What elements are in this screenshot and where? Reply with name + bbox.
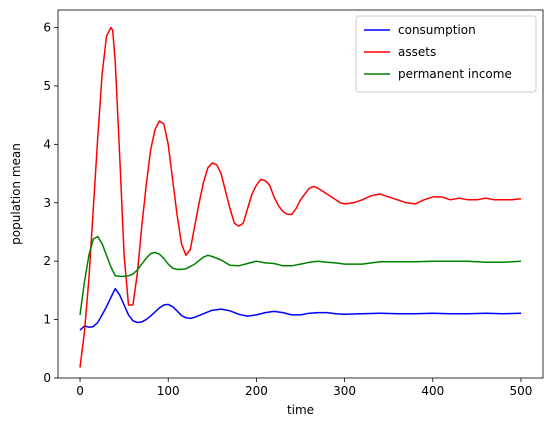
x-axis-label: time: [287, 403, 314, 417]
plot-area: [57, 9, 544, 379]
y-tick-label: 6: [43, 21, 51, 35]
y-tick-label: 0: [43, 371, 51, 385]
x-tick-label: 400: [421, 384, 444, 398]
y-tick-label: 4: [43, 137, 51, 151]
x-tick-label: 100: [157, 384, 180, 398]
legend-label: permanent income: [398, 67, 512, 81]
y-tick-label: 1: [43, 313, 51, 327]
x-tick-label: 0: [76, 384, 84, 398]
y-tick-label: 2: [43, 254, 51, 268]
legend: consumption assets permanent income: [355, 15, 537, 93]
legend-box: [355, 15, 537, 93]
x-tick-label: 500: [510, 384, 533, 398]
x-tick-label: 200: [245, 384, 268, 398]
series-line-permanent-income: [79, 235, 522, 316]
y-axis-label: population mean: [9, 143, 23, 245]
series-line-consumption: [79, 287, 522, 331]
y-tick-label: 5: [43, 79, 51, 93]
x-axis: 0 100 200 300 400 500: [76, 378, 532, 398]
legend-label: consumption: [398, 23, 476, 37]
y-tick-label: 3: [43, 196, 51, 210]
x-tick-label: 300: [333, 384, 356, 398]
legend-label: assets: [398, 45, 436, 59]
series-line-assets: [79, 26, 522, 368]
axes-frame: [57, 9, 544, 379]
y-axis: 0 1 2 3 4 5 6: [43, 21, 58, 385]
